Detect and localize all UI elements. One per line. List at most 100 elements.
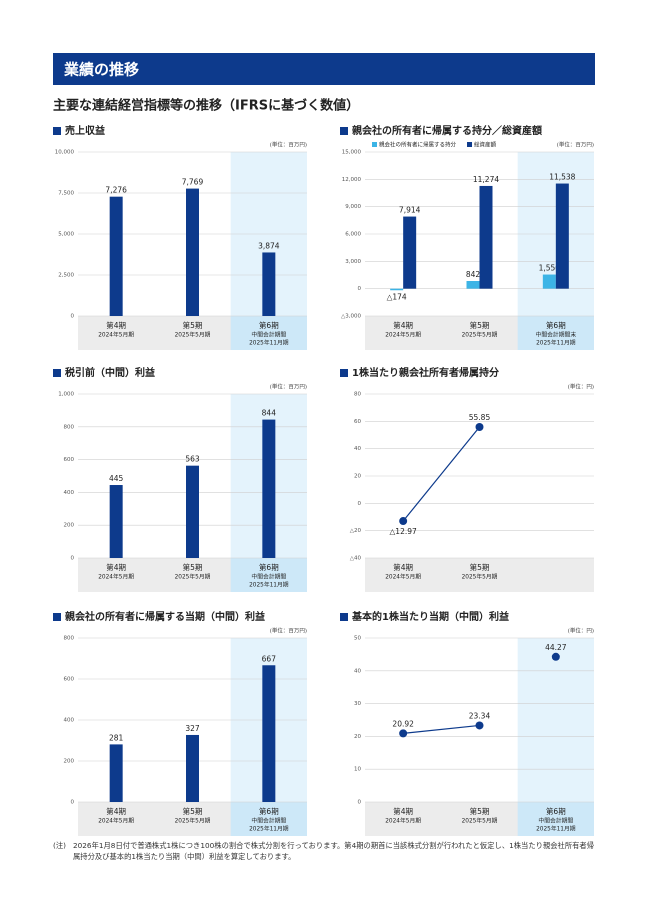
y-tick-label: 1,000 bbox=[58, 392, 74, 398]
x-tick-label: 第4期 bbox=[106, 320, 126, 330]
x-tick-label: 第6期 bbox=[259, 562, 279, 572]
note: (注) 2026年1月8日付で普通株式1株につき100株の割合で株式分割を行って… bbox=[53, 840, 598, 862]
x-tick-label: 2025年5月期 bbox=[175, 817, 211, 825]
x-tick-label: 第4期 bbox=[106, 562, 126, 572]
line bbox=[402, 426, 480, 522]
y-tick-label: △40 bbox=[350, 556, 362, 562]
unit-label: (単位：円) bbox=[568, 627, 594, 635]
bar bbox=[479, 185, 493, 289]
point bbox=[399, 729, 408, 738]
title-marker bbox=[340, 369, 348, 377]
note-text: 2026年1月8日付で普通株式1株につき100株の割合で株式分割を行っております… bbox=[73, 841, 595, 861]
x-tick-label: 2024年5月期 bbox=[385, 817, 421, 825]
data-label: △174 bbox=[387, 292, 407, 301]
y-tick-label: 30 bbox=[354, 701, 361, 707]
unit-label: (単位：百万円) bbox=[270, 627, 307, 635]
x-tick-label: 2024年5月期 bbox=[385, 573, 421, 581]
unit-label: (単位：百万円) bbox=[557, 141, 594, 149]
x-tick-label: 第4期 bbox=[106, 806, 126, 816]
category-highlight bbox=[517, 316, 594, 350]
y-tick-label: 10,000 bbox=[55, 150, 75, 156]
category-highlight bbox=[230, 558, 307, 592]
x-tick-label: 2025年5月期 bbox=[175, 331, 211, 339]
y-tick-label: 200 bbox=[64, 759, 75, 765]
category-highlight bbox=[517, 802, 594, 836]
y-tick-label: 400 bbox=[64, 490, 75, 496]
x-tick-label: 中間会計期間 bbox=[251, 331, 286, 339]
y-tick-label: 200 bbox=[64, 523, 75, 529]
y-tick-label: 50 bbox=[354, 636, 361, 642]
x-tick-label: 2025年5月期 bbox=[462, 817, 498, 825]
chart-title: 親会社の所有者に帰属する持分／総資産額 bbox=[352, 124, 542, 137]
data-label: 11,538 bbox=[549, 173, 575, 182]
x-tick-label: 中間会計期間 bbox=[251, 817, 286, 825]
data-label: 842 bbox=[466, 270, 481, 279]
y-tick-label: △20 bbox=[350, 528, 362, 534]
category-highlight bbox=[230, 802, 307, 836]
data-label: 445 bbox=[109, 474, 124, 483]
y-tick-label: 2,500 bbox=[58, 273, 74, 279]
bar bbox=[186, 734, 199, 802]
x-tick-label: 第5期 bbox=[183, 806, 203, 816]
x-tick-label: 第5期 bbox=[183, 562, 203, 572]
data-label: 44.27 bbox=[545, 643, 567, 652]
data-label: 327 bbox=[185, 724, 200, 733]
x-tick-label: 2024年5月期 bbox=[98, 331, 134, 339]
x-tick-label: 2025年11月期 bbox=[536, 825, 576, 833]
y-tick-label: 0 bbox=[71, 556, 75, 562]
category-highlight bbox=[230, 316, 307, 350]
x-tick-label: 2025年11月期 bbox=[536, 339, 576, 347]
unit-label: (単位：百万円) bbox=[270, 141, 307, 149]
y-tick-label: 0 bbox=[358, 286, 362, 292]
legend-swatch bbox=[467, 142, 473, 147]
y-tick-label: 20 bbox=[354, 734, 361, 740]
bar bbox=[262, 419, 276, 558]
data-label: 7,769 bbox=[182, 178, 204, 187]
y-tick-label: 40 bbox=[354, 668, 361, 674]
data-label: △12.97 bbox=[390, 527, 417, 536]
y-tick-label: 0 bbox=[71, 800, 75, 806]
data-label: 7,914 bbox=[399, 206, 421, 215]
point bbox=[399, 517, 408, 526]
x-tick-label: 第6期 bbox=[259, 320, 279, 330]
x-tick-label: 第5期 bbox=[183, 320, 203, 330]
point bbox=[475, 721, 484, 730]
y-tick-label: 40 bbox=[354, 446, 361, 452]
x-tick-label: 第4期 bbox=[393, 806, 413, 816]
highlight-band bbox=[517, 638, 594, 802]
y-tick-label: 7,500 bbox=[58, 191, 74, 197]
bar bbox=[555, 183, 569, 289]
bar bbox=[262, 665, 276, 802]
x-tick-label: 第6期 bbox=[259, 806, 279, 816]
x-tick-label: 第6期 bbox=[546, 806, 566, 816]
x-tick-label: 2025年11月期 bbox=[249, 825, 289, 833]
y-tick-label: 0 bbox=[358, 800, 362, 806]
x-tick-label: 第5期 bbox=[470, 320, 490, 330]
data-label: 7,276 bbox=[105, 186, 127, 195]
x-tick-label: 2025年5月期 bbox=[175, 573, 211, 581]
y-tick-label: △3,000 bbox=[341, 314, 361, 320]
data-label: 563 bbox=[185, 455, 200, 464]
legend-label: 総資産額 bbox=[474, 141, 497, 149]
x-tick-label: 第5期 bbox=[470, 562, 490, 572]
legend-label: 親会社の所有者に帰属する持分 bbox=[379, 141, 457, 149]
y-tick-label: 3,000 bbox=[345, 259, 361, 265]
chart-title: 親会社の所有者に帰属する当期（中間）利益 bbox=[65, 610, 265, 623]
y-tick-label: 9,000 bbox=[345, 204, 361, 210]
point bbox=[551, 652, 560, 661]
y-tick-label: 800 bbox=[64, 636, 75, 642]
x-tick-label: 2024年5月期 bbox=[385, 331, 421, 339]
x-tick-label: 中間会計期間 bbox=[251, 573, 286, 581]
point bbox=[475, 423, 484, 432]
data-label: 3,874 bbox=[258, 241, 280, 250]
x-tick-label: 2024年5月期 bbox=[98, 817, 134, 825]
x-tick-label: 中間会計期間 bbox=[538, 817, 573, 825]
y-tick-label: 6,000 bbox=[345, 232, 361, 238]
header-bar bbox=[53, 53, 595, 85]
header-title: 業績の推移 bbox=[63, 61, 139, 79]
unit-label: (単位：円) bbox=[568, 383, 594, 391]
data-label: 667 bbox=[262, 654, 277, 663]
y-tick-label: 5,000 bbox=[58, 232, 74, 238]
